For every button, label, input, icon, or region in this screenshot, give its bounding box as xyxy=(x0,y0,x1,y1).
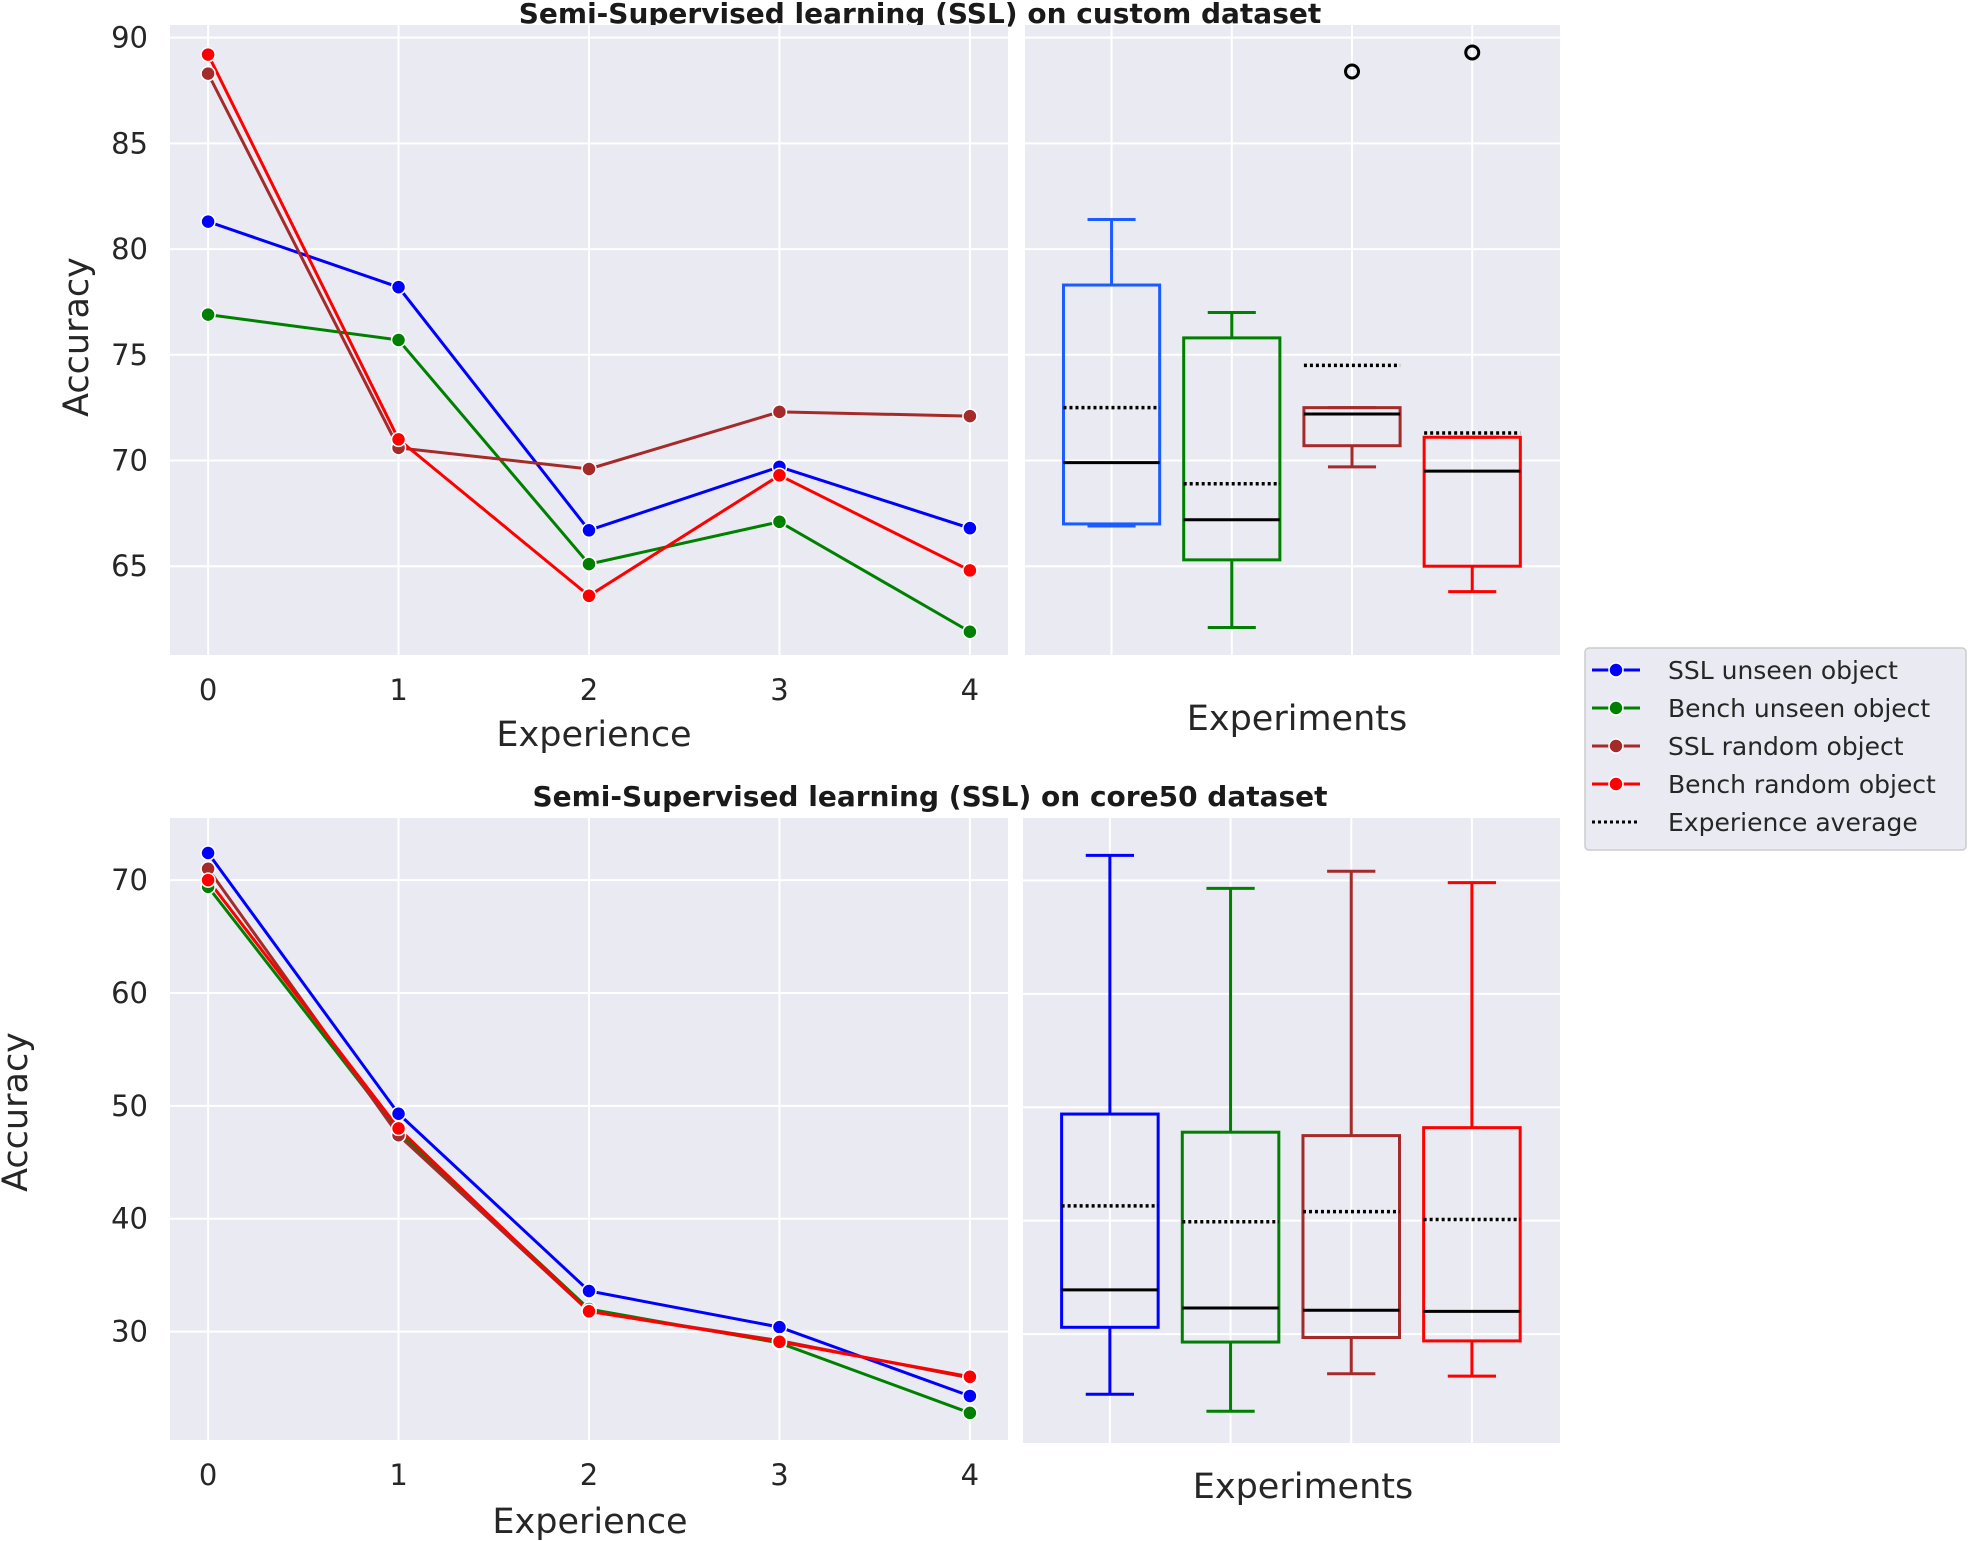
legend-label-4: Experience average xyxy=(1668,808,1918,837)
top-line-series-3-point xyxy=(200,46,216,63)
top-line-series-3-point xyxy=(962,562,978,579)
top-line-series-0-point xyxy=(962,520,978,536)
bottom-chart-title: Semi-Supervised learning (SSL) on core50… xyxy=(532,780,1327,813)
legend-marker-1 xyxy=(1608,700,1624,716)
bottom-line-y-tick-label: 60 xyxy=(111,976,148,1010)
legend-label-0: SSL unseen object xyxy=(1668,656,1898,685)
legend-marker-0 xyxy=(1608,662,1624,678)
legend-marker-2 xyxy=(1608,738,1624,754)
bottom-line-x-tick-label: 2 xyxy=(580,1458,598,1492)
bottom-line-y-tick-label: 40 xyxy=(111,1202,148,1236)
legend-label-3: Bench random object xyxy=(1668,770,1936,799)
bottom-line-y-tick-label: 30 xyxy=(111,1315,148,1349)
top-box-box-0 xyxy=(1061,283,1162,526)
top-line-x-tick-label: 4 xyxy=(961,673,979,707)
bottom-line-series-0-point xyxy=(962,1388,978,1404)
legend-label-2: SSL random object xyxy=(1668,732,1904,761)
top-line-y-axis-label: Accuracy xyxy=(57,257,97,417)
top-line-y-tick-label: 80 xyxy=(111,232,148,266)
top-line-series-1-point xyxy=(390,332,407,348)
bottom-line-series-3-point xyxy=(962,1369,978,1385)
top-line-y-tick-label: 75 xyxy=(111,338,148,372)
top-box-box-1 xyxy=(1182,336,1282,562)
top-line-series-1-point xyxy=(581,556,597,572)
bottom-line-y-tick-label: 70 xyxy=(111,863,148,897)
top-line-series-0-point xyxy=(200,213,216,230)
bottom-line-y-tick-label: 50 xyxy=(111,1089,148,1123)
bottom-line-plot: 0 1 2 3 4 30 40 50 60 70 xyxy=(111,818,1008,1492)
top-line-series-0-point xyxy=(390,279,407,295)
top-line-series-2-point xyxy=(771,404,788,420)
top-line-series-2-point xyxy=(200,65,216,82)
top-line-y-tick-label: 70 xyxy=(111,444,148,478)
top-line-x-tick-label: 3 xyxy=(770,673,788,707)
legend-label-1: Bench unseen object xyxy=(1668,694,1930,723)
bottom-line-x-axis-label: Experience xyxy=(492,1502,687,1541)
bottom-box-box-2 xyxy=(1301,1134,1402,1340)
bottom-box-plot xyxy=(1023,818,1560,1443)
bottom-box-x-axis-label: Experiments xyxy=(1193,1467,1413,1507)
top-box-plot-background xyxy=(1025,25,1560,655)
top-line-y-tick-label: 90 xyxy=(111,21,148,55)
bottom-box-box-1 xyxy=(1180,1130,1281,1344)
bottom-line-series-3-point xyxy=(771,1334,788,1350)
bottom-line-x-tick-label: 0 xyxy=(199,1458,217,1492)
legend-frame xyxy=(1584,647,1967,851)
top-line-series-3-point xyxy=(581,588,597,604)
top-box-x-axis-label: Experiments xyxy=(1187,699,1407,739)
top-line-y-tick-label: 85 xyxy=(111,126,148,160)
bottom-line-series-0-point xyxy=(581,1283,597,1299)
bottom-line-x-tick-label: 1 xyxy=(389,1458,407,1492)
top-line-series-2-point xyxy=(581,461,597,477)
bottom-box-box-0 xyxy=(1060,1112,1160,1329)
top-line-series-0-point xyxy=(581,522,597,539)
legend-marker-3 xyxy=(1608,776,1624,792)
bottom-line-series-3-point xyxy=(390,1120,407,1137)
top-box-box-2 xyxy=(1302,406,1402,448)
bottom-line-series-0-point xyxy=(771,1319,788,1335)
bottom-line-series-1-point xyxy=(962,1405,978,1421)
bottom-line-series-3-point xyxy=(200,872,216,888)
bottom-line-series-0-point xyxy=(200,845,216,861)
bottom-line-series-3-point xyxy=(581,1303,597,1320)
top-box-box-3 xyxy=(1422,435,1522,568)
legend: SSL unseen object Bench unseen object SSL … xyxy=(1584,647,1967,851)
bottom-box-box-3 xyxy=(1422,1126,1522,1343)
top-line-x-tick-label: 1 xyxy=(389,673,407,707)
top-line-plot: 0 1 2 3 4 65 70 75 80 85 90 xyxy=(111,21,1008,707)
top-line-series-3-point xyxy=(390,431,407,448)
bottom-line-x-tick-label: 3 xyxy=(770,1458,788,1492)
top-line-x-tick-label: 0 xyxy=(199,673,217,707)
top-line-y-tick-label: 65 xyxy=(111,549,148,583)
bottom-line-x-tick-label: 4 xyxy=(961,1458,979,1492)
top-line-series-1-point xyxy=(962,623,978,640)
top-line-series-2-point xyxy=(962,408,978,424)
bottom-line-y-axis-label: Accuracy xyxy=(0,1032,36,1192)
top-line-x-tick-label: 2 xyxy=(580,673,598,707)
top-box-box-2-flier xyxy=(1344,63,1361,80)
top-line-series-1-point xyxy=(200,306,216,323)
top-line-series-1-point xyxy=(771,514,788,530)
top-box-box-3-flier xyxy=(1464,44,1481,61)
bottom-line-series-0-point xyxy=(390,1106,407,1122)
top-line-x-axis-label: Experience xyxy=(496,715,691,755)
top-line-series-3-point xyxy=(771,467,788,484)
bottom-box-plot-background xyxy=(1023,818,1560,1443)
top-box-plot xyxy=(1025,25,1560,655)
